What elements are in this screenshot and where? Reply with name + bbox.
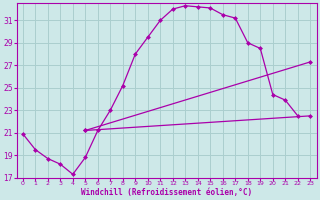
X-axis label: Windchill (Refroidissement éolien,°C): Windchill (Refroidissement éolien,°C) — [81, 188, 252, 197]
